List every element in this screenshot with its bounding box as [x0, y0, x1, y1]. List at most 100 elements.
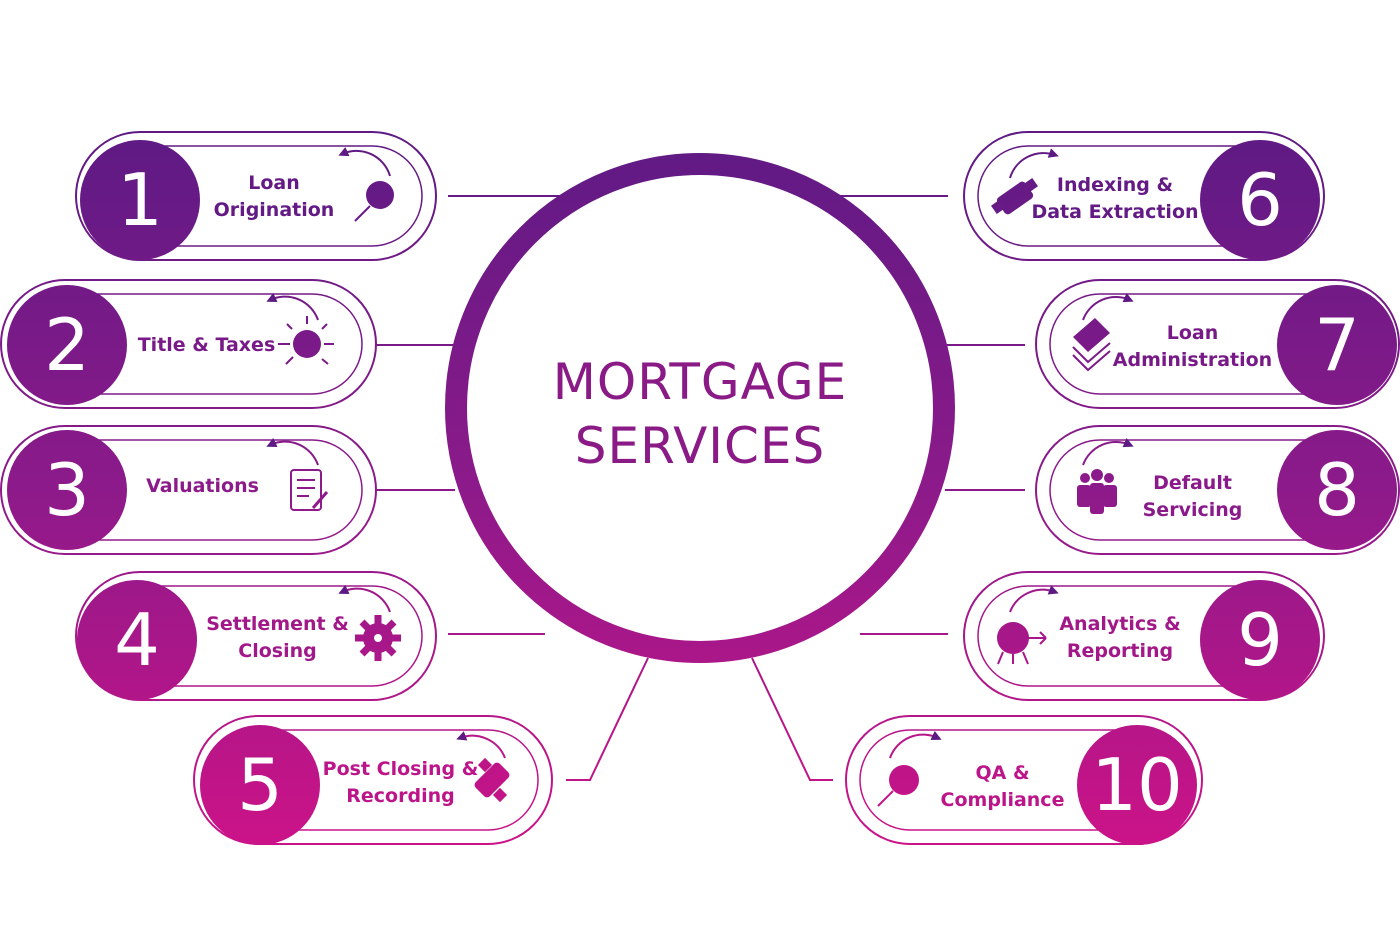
handshake-icon	[474, 757, 510, 803]
cycle-arrow-icon	[266, 437, 319, 466]
pill-outline	[193, 715, 553, 845]
number-badge	[1077, 725, 1197, 845]
pill-outline	[75, 131, 437, 261]
lightbulb-icon	[278, 316, 334, 365]
pill-outline-inner	[70, 439, 363, 541]
label-line: Origination	[213, 199, 335, 221]
number-1: 1	[117, 158, 163, 242]
number-badge	[80, 140, 200, 260]
service-label-7: Loan Administration	[1110, 320, 1275, 374]
cycle-arrow-icon	[1009, 148, 1059, 179]
center-title-line2: SERVICES	[574, 417, 826, 475]
number-10: 10	[1091, 743, 1183, 827]
label-line: Closing	[238, 640, 317, 662]
number-badge	[77, 580, 197, 700]
magnifier-icon	[877, 765, 919, 807]
pill-outline-inner	[977, 145, 1255, 247]
stack-layers-icon	[1072, 318, 1111, 372]
connector-10	[751, 657, 833, 781]
number-6: 6	[1237, 158, 1283, 242]
label-line: Title & Taxes	[137, 334, 276, 356]
team-icon	[1077, 469, 1117, 514]
service-label-8: Default Servicing	[1130, 470, 1255, 524]
label-line: Indexing &	[1056, 174, 1174, 196]
center-title: MORTGAGE SERVICES	[470, 350, 930, 478]
label-line: Valuations	[146, 475, 259, 497]
center-ring	[445, 153, 955, 663]
cycle-arrow-icon	[338, 146, 391, 177]
number-8: 8	[1314, 448, 1360, 532]
pill-outline-inner	[977, 585, 1255, 687]
pill-outline-inner	[859, 729, 1135, 831]
service-label-3: Valuations	[135, 473, 270, 500]
label-line: Default	[1153, 472, 1232, 494]
number-badge	[1277, 430, 1397, 550]
pill-outline	[1035, 425, 1400, 555]
number-badge	[7, 285, 127, 405]
target-icon	[997, 622, 1047, 665]
number-4: 4	[114, 598, 160, 682]
label-line: Post Closing &	[322, 758, 479, 780]
magnifier-icon	[354, 181, 394, 222]
number-badge	[1200, 140, 1320, 260]
pill-outline	[0, 425, 377, 555]
label-line: Loan	[248, 172, 300, 194]
connector-lines	[376, 195, 1025, 781]
service-item-2	[0, 279, 377, 409]
service-item-9	[963, 571, 1325, 701]
pill-outline	[1035, 279, 1400, 409]
cycle-arrow-icon	[456, 731, 506, 759]
label-line: Administration	[1112, 349, 1273, 371]
pill-outline	[75, 571, 437, 701]
label-line: Compliance	[940, 789, 1065, 811]
cycle-arrow-icon	[266, 292, 319, 321]
service-label-1: Loan Origination	[200, 170, 348, 224]
service-label-9: Analytics & Reporting	[1050, 611, 1190, 665]
label-line: Analytics &	[1059, 613, 1181, 635]
number-9: 9	[1237, 598, 1283, 682]
service-item-3	[0, 425, 377, 555]
gear-icon	[355, 615, 401, 661]
handshake-icon	[991, 178, 1038, 215]
cycle-arrow-icon	[1009, 585, 1059, 613]
label-line: Settlement &	[206, 613, 349, 635]
document-edit-icon	[290, 469, 329, 511]
pill-outline-inner	[1049, 439, 1330, 541]
pill-outline-inner	[1049, 293, 1330, 395]
label-line: Loan	[1166, 322, 1219, 344]
cycle-arrow-icon	[1082, 438, 1134, 466]
label-line: Servicing	[1142, 499, 1243, 521]
label-line: Recording	[346, 785, 455, 807]
service-label-10: QA & Compliance	[935, 760, 1070, 814]
service-item-7	[1035, 279, 1400, 409]
label-line: Reporting	[1066, 640, 1174, 662]
service-item-5	[193, 715, 553, 845]
number-5: 5	[237, 743, 283, 827]
cycle-arrow-icon	[338, 584, 391, 613]
number-7: 7	[1314, 303, 1360, 387]
service-label-4: Settlement & Closing	[200, 611, 355, 665]
number-badge	[200, 725, 320, 845]
service-item-8	[1035, 425, 1400, 555]
pill-outline-inner	[70, 293, 363, 395]
pill-outline	[0, 279, 377, 409]
service-label-6: Indexing & Data Extraction	[1030, 172, 1200, 226]
center-title-line1: MORTGAGE	[552, 353, 848, 411]
number-badge	[1200, 580, 1320, 700]
pill-outline-inner	[145, 145, 423, 247]
label-line: Data Extraction	[1031, 201, 1199, 223]
pill-outline-inner	[145, 585, 423, 687]
service-item-1	[75, 131, 437, 261]
cycle-arrow-icon	[1082, 293, 1134, 321]
connector-5	[566, 657, 649, 781]
service-item-6	[963, 131, 1325, 261]
label-line: QA &	[975, 762, 1030, 784]
number-3: 3	[44, 448, 90, 532]
service-item-10	[845, 715, 1203, 845]
pill-outline-inner	[262, 729, 539, 831]
number-2: 2	[44, 303, 90, 387]
number-badge	[1277, 285, 1397, 405]
service-item-4	[75, 571, 437, 701]
service-label-2: Title & Taxes	[134, 332, 279, 359]
